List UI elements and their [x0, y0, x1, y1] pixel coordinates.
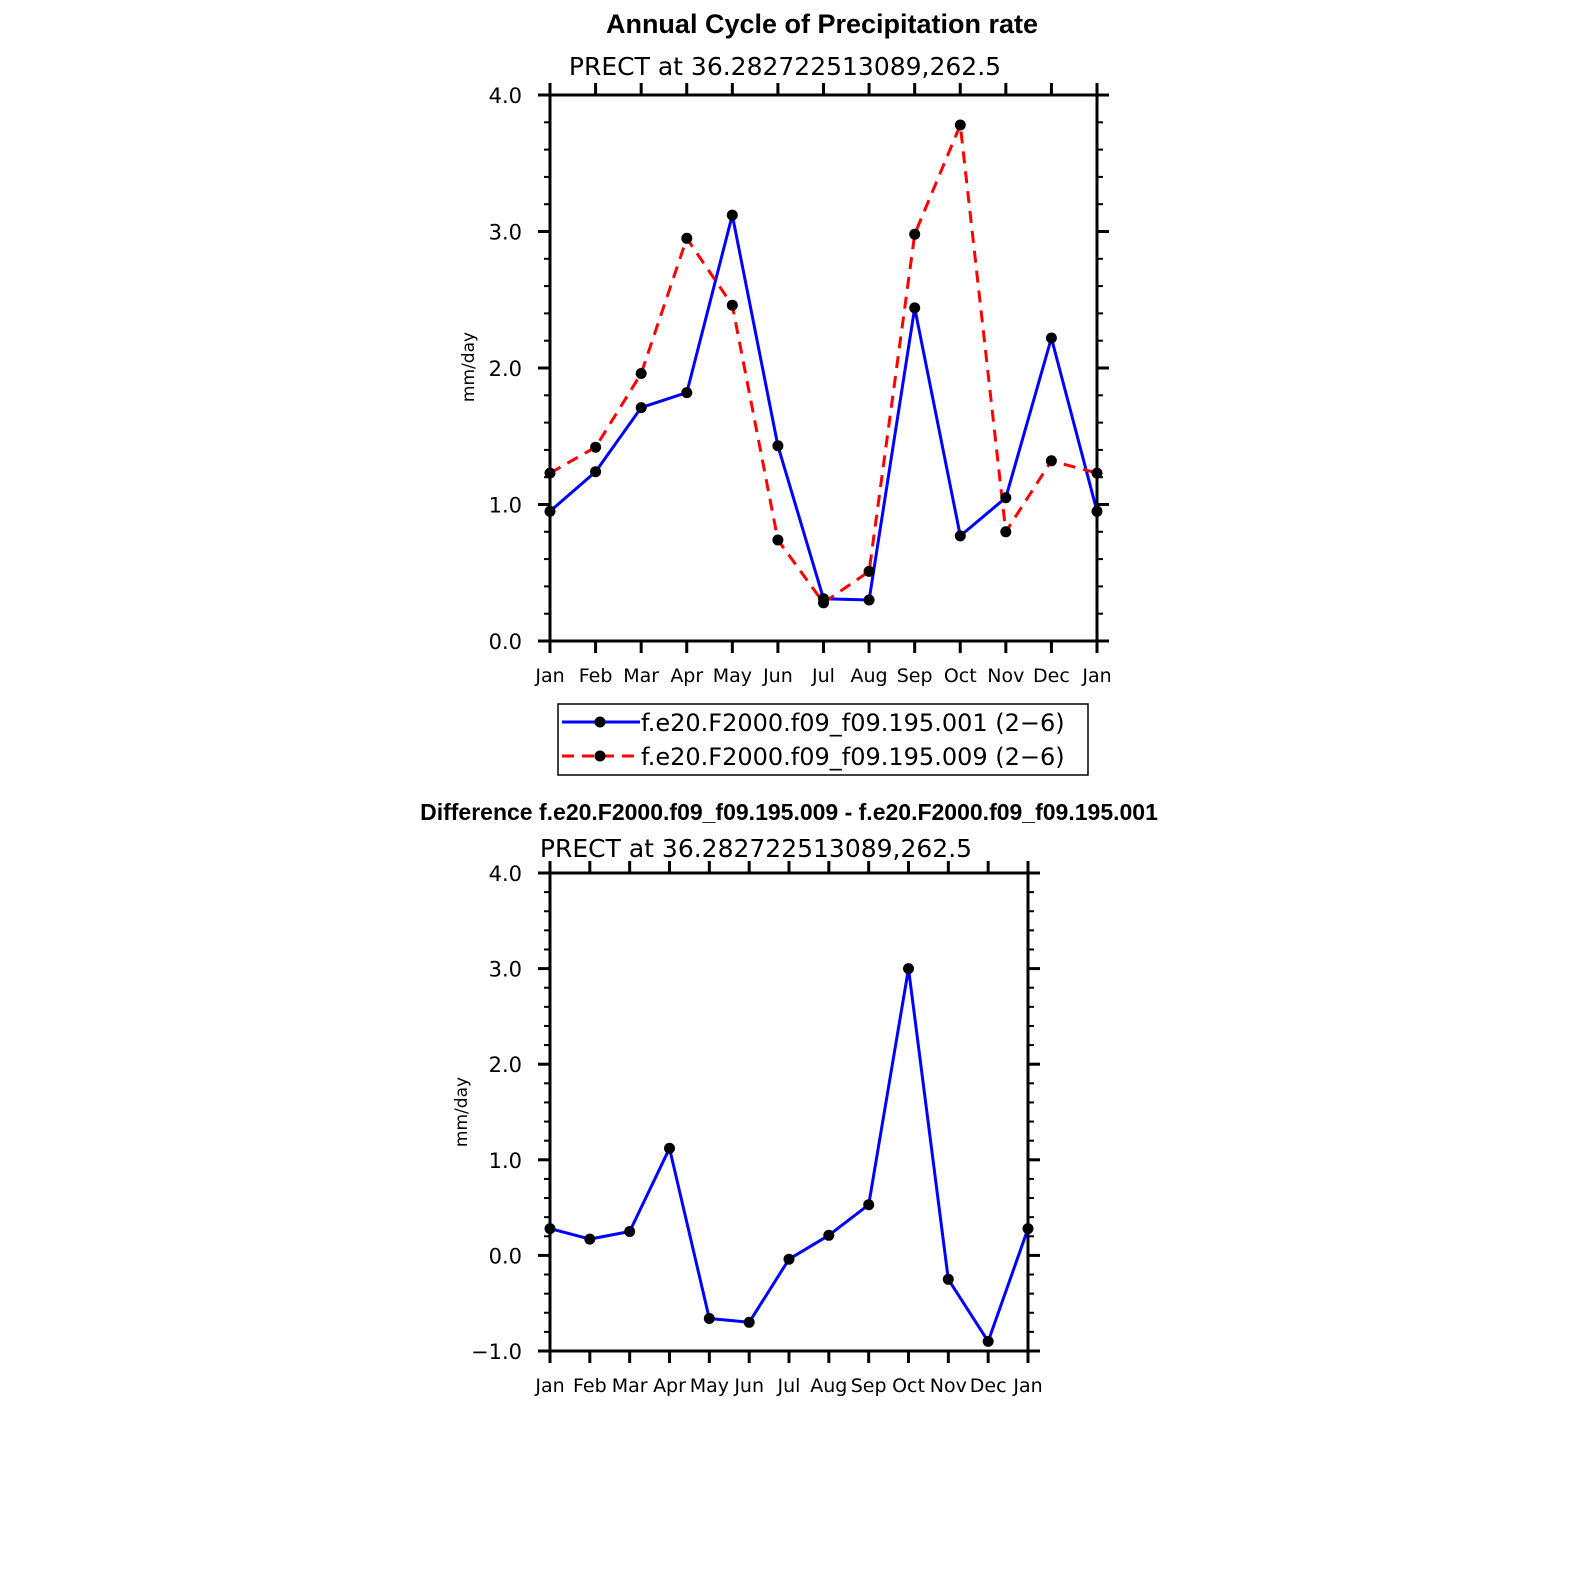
- y-tick-label: 0.0: [489, 630, 522, 654]
- x-tick-label: Sep: [897, 665, 933, 687]
- series-point: [1045, 332, 1057, 344]
- x-tick-label: Jul: [811, 665, 835, 687]
- tick-marks: [538, 861, 1040, 1363]
- series-point: [772, 440, 784, 452]
- x-tick-label: Nov: [930, 1375, 967, 1397]
- series-point: [909, 228, 921, 240]
- series-point: [772, 534, 784, 546]
- x-tick-label: Dec: [1033, 665, 1070, 687]
- x-tick-label: Feb: [573, 1375, 607, 1397]
- series-point: [942, 1273, 954, 1285]
- series-point: [635, 368, 647, 379]
- series-point: [954, 530, 966, 542]
- x-tick-label: Oct: [892, 1375, 925, 1397]
- annual-cycle-chart: Annual Cycle of Precipitation rate PRECT…: [459, 9, 1112, 776]
- x-tick-label: Dec: [970, 1375, 1007, 1397]
- y-tick-label: −1.0: [471, 1340, 522, 1364]
- y-tick-labels: 0.0 1.0 2.0 3.0 4.0: [489, 84, 522, 654]
- plot-series: [544, 119, 1103, 609]
- chart-title: Annual Cycle of Precipitation rate: [606, 9, 1038, 39]
- series-point: [863, 594, 875, 606]
- series-point: [726, 209, 738, 221]
- difference-chart: Difference f.e20.F2000.f09_f09.195.009 -…: [420, 799, 1158, 1397]
- series-point: [624, 1226, 636, 1237]
- series-point: [681, 387, 693, 399]
- series-point: [863, 565, 875, 577]
- x-tick-label: Jan: [1081, 665, 1111, 687]
- series-point: [982, 1335, 994, 1347]
- chart-title: Difference f.e20.F2000.f09_f09.195.009 -…: [420, 799, 1158, 825]
- x-tick-label: Mar: [612, 1375, 648, 1397]
- y-tick-labels: −1.0 0.0 1.0 2.0 3.0 4.0: [471, 862, 522, 1364]
- legend-label-001: f.e20.F2000.f09_f09.195.001 (2−6): [641, 709, 1065, 737]
- x-tick-label: May: [713, 665, 752, 687]
- x-tick-labels: Jan Feb Mar Apr May Jun Jul Aug Sep Oct Nov Dec Jan: [534, 1375, 1042, 1397]
- series-point: [743, 1316, 755, 1328]
- y-tick-label: 0.0: [489, 1244, 522, 1268]
- y-tick-label: 1.0: [489, 1149, 522, 1173]
- series-point: [1000, 526, 1012, 538]
- series-line: [549, 213, 1099, 602]
- series-point: [1045, 455, 1057, 467]
- series-point: [584, 1233, 596, 1245]
- x-tick-label: Jan: [534, 665, 564, 687]
- y-tick-label: 2.0: [489, 1053, 522, 1077]
- chart-subtitle: PRECT at 36.282722513089,262.5: [569, 52, 1001, 81]
- series-point: [590, 441, 602, 453]
- series-point: [903, 963, 914, 975]
- plot-series: [544, 963, 1034, 1347]
- series-point: [954, 119, 966, 131]
- x-tick-label: Sep: [851, 1375, 887, 1397]
- chart-subtitle: PRECT at 36.282722513089,262.5: [540, 834, 972, 863]
- y-tick-label: 3.0: [489, 958, 522, 982]
- x-tick-label: Nov: [987, 665, 1024, 687]
- y-tick-label: 1.0: [489, 494, 522, 518]
- series-point: [635, 402, 647, 414]
- x-tick-label: Apr: [653, 1375, 686, 1397]
- x-tick-label: Apr: [670, 665, 703, 687]
- y-axis-label: mm/day: [452, 1077, 472, 1147]
- series-point: [681, 232, 693, 244]
- series-point: [818, 597, 829, 609]
- series-point: [664, 1142, 675, 1154]
- x-tick-labels: Jan Feb Mar Apr May Jun Jul Aug Sep Oct Nov Dec Jan: [534, 665, 1111, 687]
- x-tick-label: Aug: [810, 1375, 847, 1397]
- x-tick-label: Jul: [777, 1375, 801, 1397]
- series-point: [726, 299, 738, 311]
- series-line: [549, 123, 1098, 605]
- legend-marker-009: [594, 750, 606, 762]
- legend: f.e20.F2000.f09_f09.195.001 (2−6) f.e20.…: [557, 703, 1089, 776]
- y-tick-label: 3.0: [489, 221, 522, 245]
- y-tick-label: 4.0: [489, 862, 522, 886]
- series-point: [590, 466, 602, 478]
- legend-marker-001: [594, 716, 606, 728]
- series-point: [863, 1199, 875, 1211]
- x-tick-label: May: [690, 1375, 729, 1397]
- x-tick-label: Feb: [579, 665, 613, 687]
- tick-marks: [538, 83, 1109, 653]
- legend-box: [557, 703, 1089, 776]
- legend-label-009: f.e20.F2000.f09_f09.195.009 (2−6): [641, 743, 1065, 771]
- x-tick-label: Mar: [623, 665, 659, 687]
- series-point: [1000, 492, 1012, 504]
- x-tick-label: Jan: [534, 1375, 564, 1397]
- y-tick-label: 4.0: [489, 84, 522, 108]
- series-line: [549, 967, 1030, 1343]
- x-tick-label: Jun: [762, 665, 793, 687]
- series-point: [823, 1229, 835, 1241]
- series-point: [783, 1253, 795, 1265]
- x-tick-label: Aug: [851, 665, 888, 687]
- y-tick-label: 2.0: [489, 357, 522, 381]
- x-tick-label: Jun: [733, 1375, 764, 1397]
- x-tick-label: Jan: [1012, 1375, 1042, 1397]
- plot-frame: [548, 93, 1099, 643]
- y-axis-label: mm/day: [459, 332, 479, 402]
- series-point: [909, 302, 921, 314]
- x-tick-label: Oct: [944, 665, 977, 687]
- plot-frame: [548, 871, 1030, 1353]
- series-point: [703, 1313, 715, 1324]
